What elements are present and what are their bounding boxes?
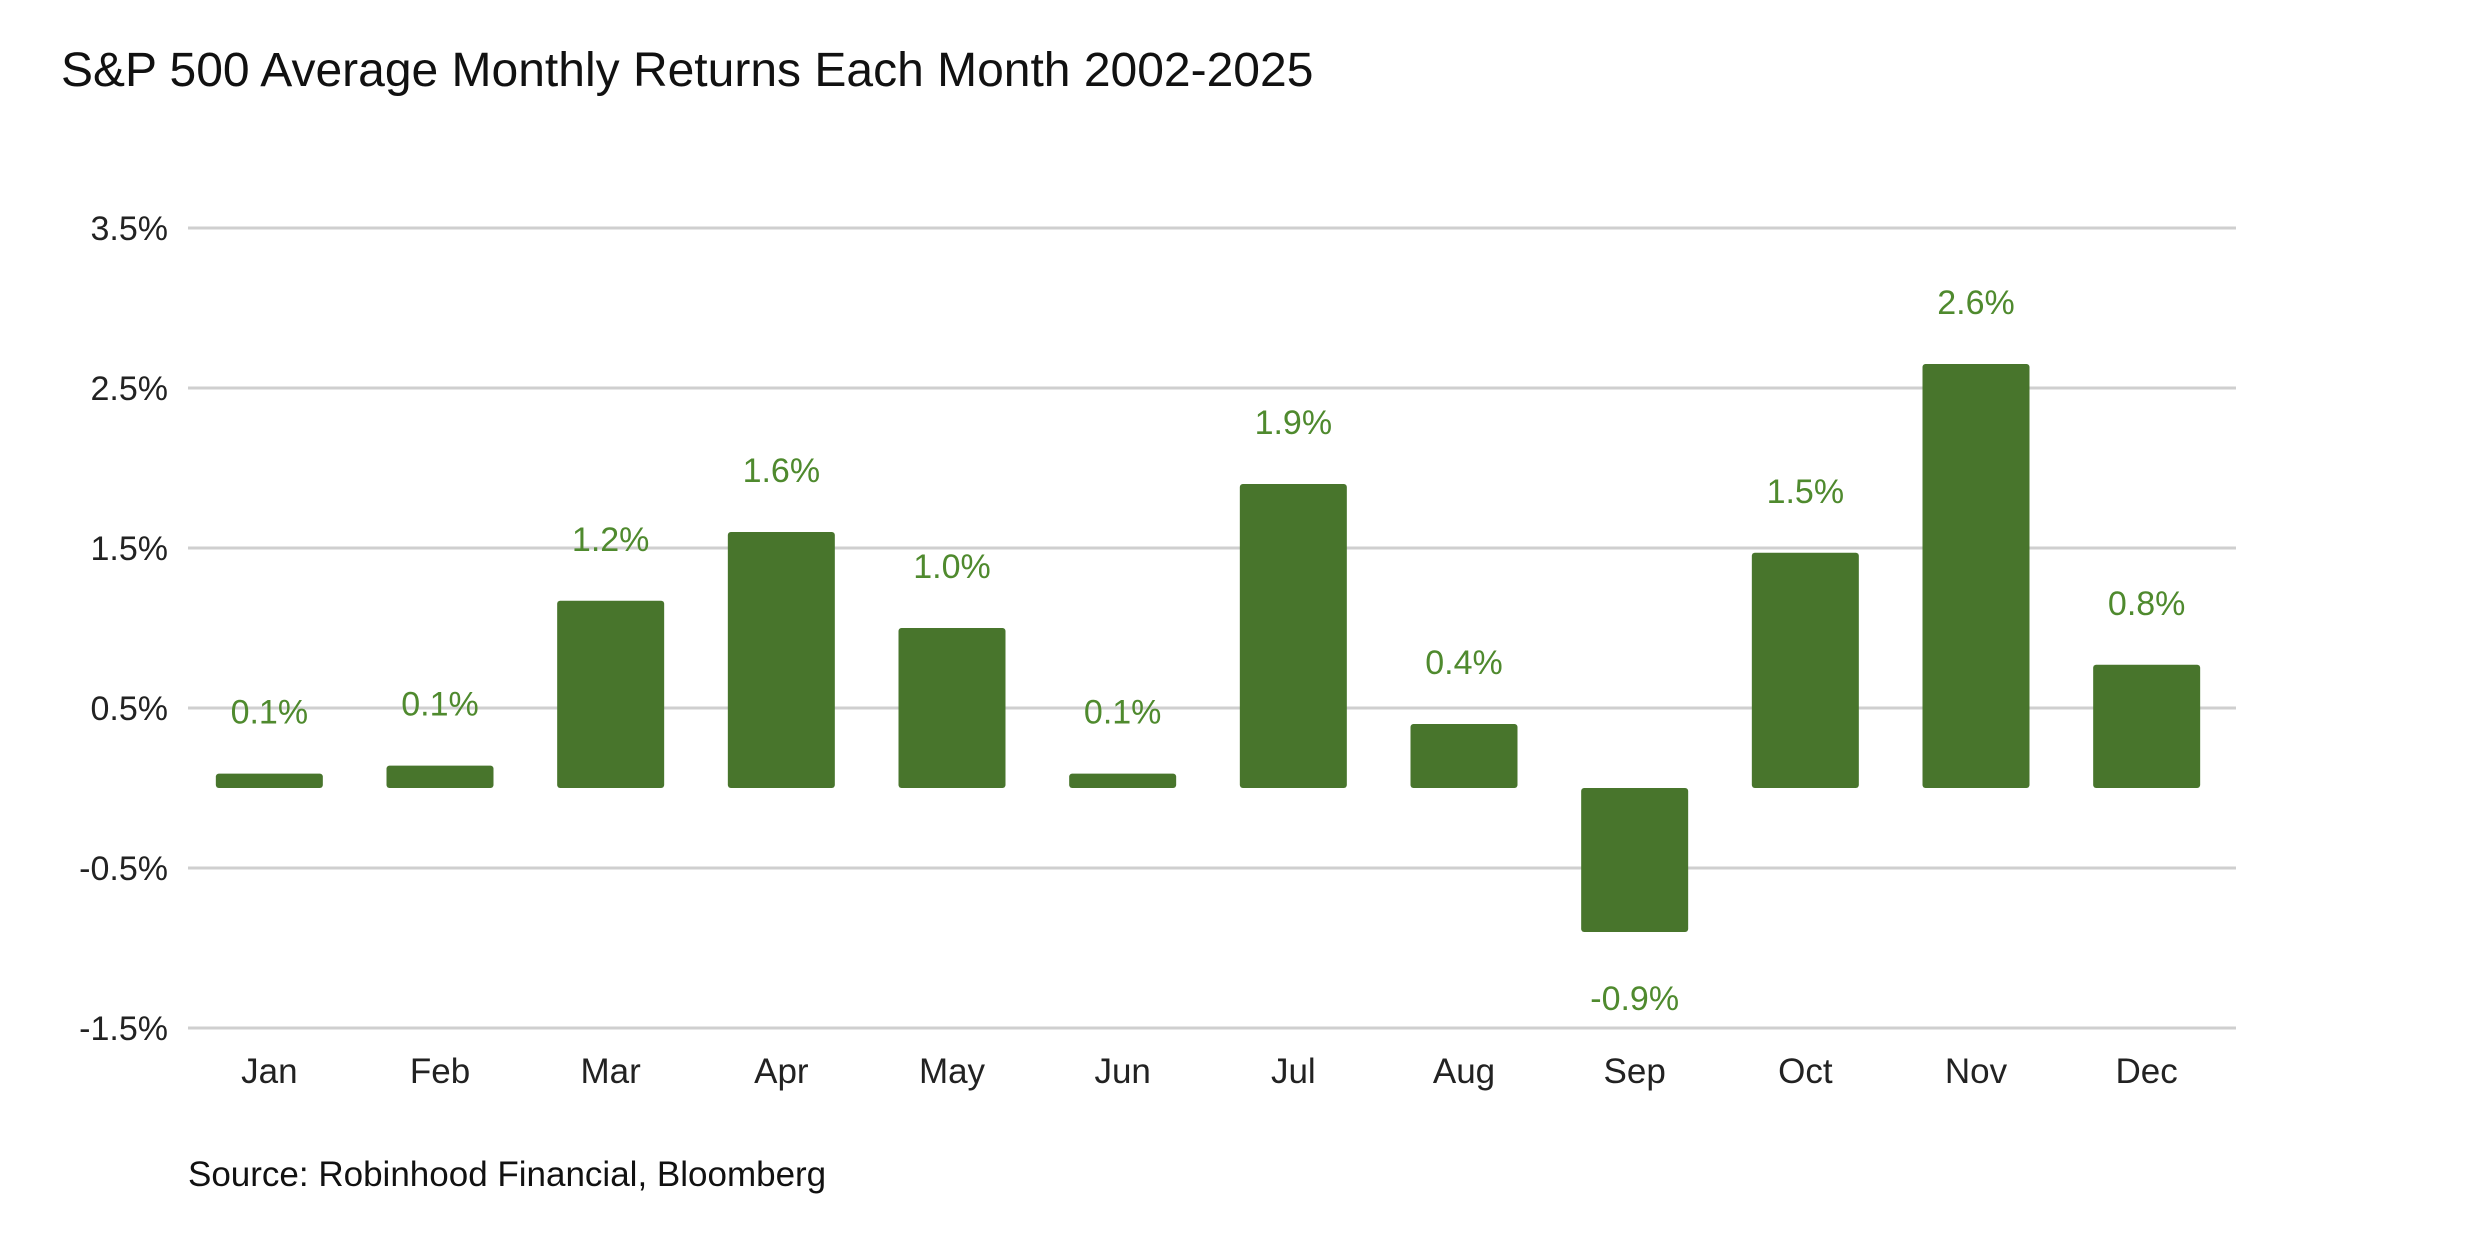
x-tick-label: Apr [754, 1052, 809, 1091]
x-tick-label: Feb [410, 1052, 470, 1091]
x-tick-label: Sep [1604, 1052, 1666, 1091]
x-tick-label: May [919, 1052, 986, 1091]
y-tick-label: 1.5% [91, 530, 169, 568]
x-tick-label: Nov [1945, 1052, 2008, 1091]
bar-aug [1410, 724, 1518, 788]
y-tick-label: -1.5% [79, 1010, 168, 1048]
data-label: 2.6% [1937, 284, 2015, 322]
y-tick-label: 3.5% [91, 210, 169, 248]
bar-apr [727, 532, 835, 788]
data-label: 1.2% [572, 521, 650, 559]
x-tick-label: Jul [1271, 1052, 1316, 1091]
bar-dec [2093, 664, 2201, 788]
data-label: 1.0% [913, 548, 991, 586]
data-label: -0.9% [1590, 980, 1679, 1018]
data-label: 0.4% [1425, 644, 1503, 682]
data-label: 0.1% [401, 686, 479, 724]
x-tick-label: Dec [2116, 1052, 2178, 1091]
data-label: 0.1% [1084, 694, 1162, 732]
x-tick-label: Jan [241, 1052, 297, 1091]
bar-oct [1751, 552, 1859, 788]
bar-feb [386, 765, 494, 788]
y-axis-ticks: 3.5% 2.5% 1.5% 0.5% -0.5% -1.5% [79, 210, 168, 1048]
gridlines [188, 226, 2236, 1030]
data-label: 0.1% [231, 694, 309, 732]
bar-nov [1922, 364, 2030, 788]
source-note: Source: Robinhood Financial, Bloomberg [188, 1155, 826, 1194]
bar-jun [1069, 773, 1177, 788]
bars [215, 364, 2201, 932]
x-tick-label: Aug [1433, 1052, 1495, 1091]
data-label: 1.9% [1255, 404, 1333, 442]
bar-jul [1239, 484, 1347, 788]
data-label: 0.8% [2108, 585, 2186, 623]
x-axis-labels: Jan Feb Mar Apr May Jun Jul Aug Sep Oct Nov Dec [241, 1052, 2178, 1091]
x-tick-label: Jun [1094, 1052, 1150, 1091]
data-label: 1.5% [1767, 473, 1845, 511]
x-tick-label: Oct [1778, 1052, 1833, 1091]
data-labels: 0.1% 0.1% 1.2% 1.6% 1.0% 0.1% 1.9% 0.4% -0.9% 1.5… [231, 284, 2186, 1018]
y-tick-label: 0.5% [91, 690, 169, 728]
bar-sep [1581, 788, 1689, 932]
data-label: 1.6% [743, 452, 821, 490]
y-tick-label: -0.5% [79, 850, 168, 888]
bar-mar [557, 600, 665, 788]
x-tick-label: Mar [581, 1052, 642, 1091]
chart-title: S&P 500 Average Monthly Returns Each Mon… [61, 44, 1313, 97]
y-tick-label: 2.5% [91, 370, 169, 408]
bar-jan [215, 773, 323, 788]
bar-may [898, 628, 1006, 788]
